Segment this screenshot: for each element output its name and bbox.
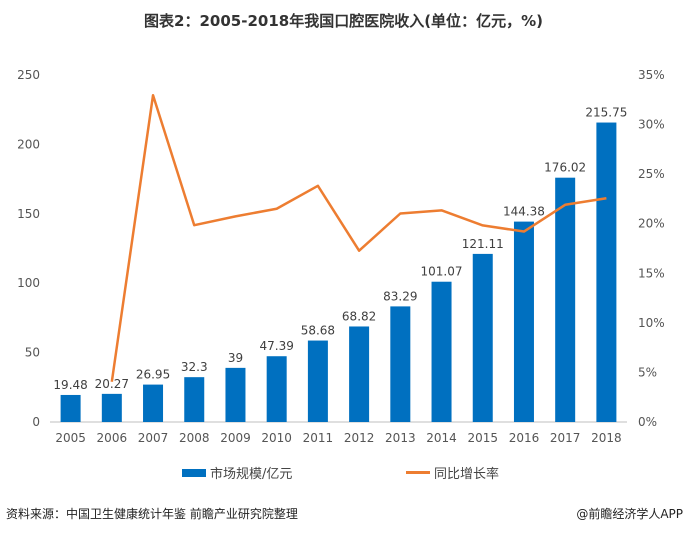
bar-2008 <box>184 377 205 422</box>
bar-data-label: 176.02 <box>544 161 586 175</box>
bar-2014 <box>431 281 452 422</box>
legend-swatch-line <box>406 471 430 474</box>
right-tick-label: 35% <box>638 68 665 82</box>
legend-item-bar: 市场规模/亿元 <box>182 463 292 482</box>
bar-2015 <box>472 253 493 422</box>
bar-data-label: 144.38 <box>503 205 545 219</box>
bar-data-label: 19.48 <box>53 378 87 392</box>
bar-2012 <box>349 326 370 422</box>
x-tick-label: 2014 <box>426 431 457 445</box>
bar-2011 <box>307 340 328 422</box>
x-tick-label: 2005 <box>55 431 86 445</box>
x-tick-label: 2011 <box>303 431 334 445</box>
right-tick-label: 15% <box>638 266 665 280</box>
legend-item-line: 同比增长率 <box>406 463 499 482</box>
left-tick-label: 50 <box>25 346 40 360</box>
bar-2017 <box>555 177 576 422</box>
right-tick-label: 10% <box>638 316 665 330</box>
x-tick-label: 2010 <box>261 431 292 445</box>
bar-data-label: 39 <box>228 351 243 365</box>
x-tick-label: 2007 <box>138 431 169 445</box>
bar-data-label: 20.27 <box>95 377 129 391</box>
bar-data-label: 32.3 <box>181 360 208 374</box>
bar-2018 <box>596 122 617 422</box>
right-tick-label: 25% <box>638 167 665 181</box>
x-tick-label: 2016 <box>509 431 540 445</box>
bar-2005 <box>60 394 81 422</box>
x-tick-label: 2012 <box>344 431 375 445</box>
x-tick-label: 2009 <box>220 431 251 445</box>
x-tick-label: 2008 <box>179 431 210 445</box>
legend-label-line: 同比增长率 <box>434 467 500 482</box>
right-tick-label: 5% <box>638 365 657 379</box>
chart-title: 图表2：2005-2018年我国口腔医院收入(单位：亿元，%) <box>144 12 543 30</box>
right-tick-label: 30% <box>638 118 665 132</box>
right-tick-label: 20% <box>638 217 665 231</box>
x-tick-label: 2018 <box>591 431 622 445</box>
legend-swatch-bar <box>182 468 206 477</box>
left-tick-label: 150 <box>17 207 40 221</box>
credit-note: @前瞻经济学人APP <box>576 507 683 521</box>
bar-data-label: 68.82 <box>342 309 376 323</box>
left-tick-label: 250 <box>17 68 40 82</box>
left-tick-label: 200 <box>17 137 40 151</box>
left-tick-label: 0 <box>32 415 40 429</box>
x-tick-label: 2015 <box>467 431 498 445</box>
left-tick-label: 100 <box>17 276 40 290</box>
bar-data-label: 26.95 <box>136 368 170 382</box>
x-tick-label: 2006 <box>97 431 128 445</box>
bar-2013 <box>390 306 411 422</box>
bar-data-label: 58.68 <box>301 324 335 338</box>
legend-label-bar: 市场规模/亿元 <box>210 467 293 482</box>
bar-2009 <box>225 367 246 422</box>
x-tick-label: 2013 <box>385 431 416 445</box>
bar-data-label: 101.07 <box>421 265 463 279</box>
source-note: 资料来源：中国卫生健康统计年鉴 前瞻产业研究院整理 <box>6 507 298 521</box>
bar-2006 <box>101 393 122 422</box>
bar-2007 <box>143 384 164 422</box>
bar-2016 <box>513 221 534 422</box>
right-tick-label: 0% <box>638 415 657 429</box>
bar-data-label: 83.29 <box>383 289 417 303</box>
bar-data-label: 47.39 <box>259 339 293 353</box>
bar-data-label: 215.75 <box>585 106 627 120</box>
bar-2010 <box>266 356 287 422</box>
x-tick-label: 2017 <box>550 431 581 445</box>
bar-data-label: 121.11 <box>462 237 504 251</box>
